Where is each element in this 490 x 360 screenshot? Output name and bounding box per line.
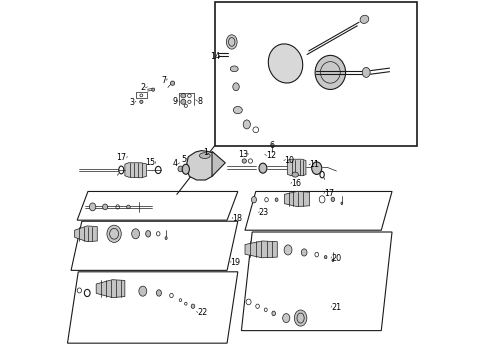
Text: 5: 5 — [181, 155, 186, 164]
Text: 7: 7 — [161, 76, 166, 85]
Text: 8: 8 — [197, 96, 203, 105]
Text: 1: 1 — [203, 148, 208, 157]
Text: 22: 22 — [197, 308, 208, 317]
Text: 10: 10 — [284, 156, 294, 165]
Polygon shape — [285, 192, 310, 207]
Ellipse shape — [152, 88, 155, 91]
Ellipse shape — [242, 159, 246, 163]
Polygon shape — [125, 163, 147, 178]
Text: 11: 11 — [309, 161, 319, 170]
Ellipse shape — [181, 99, 186, 104]
Ellipse shape — [156, 290, 161, 296]
Ellipse shape — [269, 44, 303, 83]
Text: 13: 13 — [239, 150, 248, 159]
Ellipse shape — [233, 83, 239, 91]
Ellipse shape — [102, 204, 108, 210]
Text: 14: 14 — [210, 53, 220, 62]
Ellipse shape — [140, 100, 143, 103]
Polygon shape — [287, 159, 306, 176]
Ellipse shape — [199, 153, 210, 158]
Text: 19: 19 — [231, 258, 241, 267]
Ellipse shape — [324, 256, 327, 259]
Text: 12: 12 — [267, 151, 277, 160]
Ellipse shape — [181, 94, 186, 98]
Text: 9: 9 — [173, 96, 178, 105]
Ellipse shape — [126, 205, 130, 209]
Text: 15: 15 — [145, 158, 155, 167]
Polygon shape — [245, 241, 277, 258]
Ellipse shape — [301, 249, 307, 256]
Ellipse shape — [107, 225, 122, 242]
Ellipse shape — [259, 163, 267, 173]
Bar — [136, 93, 147, 98]
Text: 20: 20 — [331, 254, 341, 263]
Ellipse shape — [230, 66, 238, 72]
Polygon shape — [187, 150, 218, 180]
Text: 17: 17 — [117, 153, 126, 162]
Ellipse shape — [178, 166, 183, 172]
Ellipse shape — [233, 107, 243, 114]
Polygon shape — [96, 280, 125, 298]
Text: 18: 18 — [232, 214, 243, 223]
Text: 21: 21 — [331, 303, 341, 312]
Text: 16: 16 — [291, 179, 301, 188]
Ellipse shape — [89, 203, 96, 211]
Text: 23: 23 — [259, 208, 269, 217]
Text: 3: 3 — [130, 98, 135, 107]
Ellipse shape — [182, 164, 190, 174]
Text: 4: 4 — [173, 159, 178, 168]
Text: 6: 6 — [270, 141, 274, 150]
Ellipse shape — [341, 202, 343, 204]
Ellipse shape — [315, 55, 345, 89]
Ellipse shape — [171, 81, 175, 85]
Ellipse shape — [272, 311, 275, 316]
Ellipse shape — [243, 120, 250, 129]
Ellipse shape — [331, 197, 335, 202]
Ellipse shape — [275, 198, 278, 202]
Ellipse shape — [294, 310, 307, 326]
Ellipse shape — [191, 304, 195, 309]
Polygon shape — [212, 151, 225, 176]
Ellipse shape — [226, 35, 237, 49]
Bar — [215, 3, 417, 146]
Ellipse shape — [132, 229, 140, 239]
Text: 2: 2 — [140, 83, 146, 92]
Ellipse shape — [139, 286, 147, 296]
Ellipse shape — [292, 172, 298, 177]
Text: 17: 17 — [324, 189, 334, 198]
Ellipse shape — [362, 67, 370, 77]
Ellipse shape — [284, 245, 292, 255]
Ellipse shape — [165, 237, 167, 239]
Ellipse shape — [283, 314, 290, 323]
Ellipse shape — [251, 197, 256, 203]
Polygon shape — [74, 226, 97, 242]
Ellipse shape — [146, 230, 151, 237]
Ellipse shape — [332, 259, 334, 262]
Ellipse shape — [312, 162, 322, 175]
Ellipse shape — [360, 15, 369, 23]
